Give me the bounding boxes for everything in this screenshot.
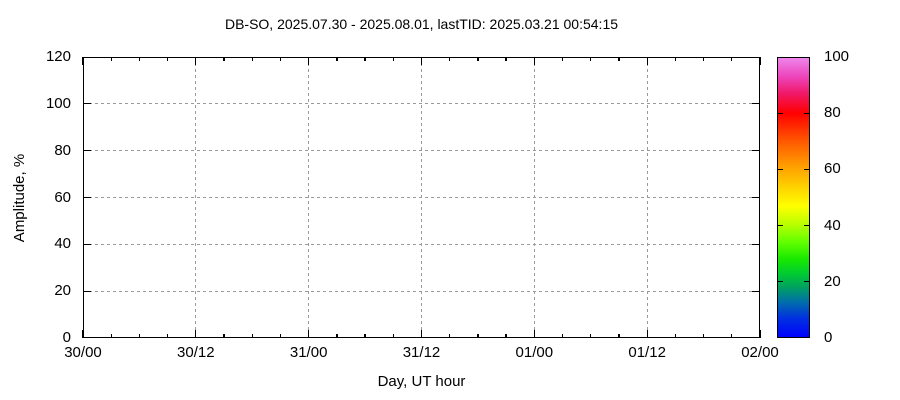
x-tick-minor: [251, 57, 253, 61]
x-tick-label: 30/00: [64, 344, 102, 361]
x-tick-minor: [702, 334, 705, 338]
x-tick-minor: [110, 57, 112, 61]
x-tick-minor: [364, 57, 366, 61]
x-tick-label: 31/00: [289, 344, 328, 361]
x-tick-label: 01/00: [515, 344, 554, 361]
x-tick-major: [420, 330, 423, 338]
colorbar-tick-label: 40: [824, 216, 841, 234]
y-tick-label: 40: [54, 235, 71, 253]
x-tick-minor: [166, 334, 169, 338]
x-tick-minor: [618, 57, 620, 61]
x-tick-major: [420, 57, 423, 65]
y-tick-major: [752, 243, 760, 245]
x-tick-minor: [590, 57, 592, 61]
x-tick-minor: [449, 57, 451, 61]
colorbar-tick: [804, 168, 810, 171]
colorbar-tick: [804, 224, 810, 227]
y-tick-label: 20: [54, 282, 71, 300]
y-tick-major: [752, 103, 760, 105]
x-tick-minor: [392, 57, 394, 61]
grid-line-horizontal: [83, 150, 760, 152]
y-tick-label: 60: [54, 188, 71, 206]
y-tick-major: [83, 196, 91, 199]
grid-line-horizontal: [83, 290, 760, 292]
x-tick-minor: [702, 57, 705, 61]
y-tick-label: 100: [45, 94, 71, 112]
colorbar: [777, 57, 810, 338]
x-tick-major: [533, 330, 535, 338]
x-tick-minor: [223, 334, 225, 338]
y-tick-major: [83, 243, 91, 245]
x-tick-minor: [590, 334, 592, 338]
x-tick-label: 31/12: [402, 344, 441, 361]
x-tick-minor: [279, 334, 282, 338]
grid-line-horizontal: [83, 103, 760, 105]
x-tick-minor: [561, 57, 564, 61]
colorbar-tick-label: 20: [824, 272, 841, 290]
x-tick-minor: [561, 334, 564, 338]
colorbar-tick-label: 0: [824, 329, 833, 346]
x-tick-major: [646, 330, 648, 338]
colorbar-tick: [777, 168, 783, 171]
x-tick-minor: [618, 334, 620, 338]
chart-title: DB-SO, 2025.07.30 - 2025.08.01, lastTID:…: [224, 16, 619, 32]
x-tick-minor: [110, 334, 112, 338]
colorbar-border: [777, 57, 810, 338]
x-tick-minor: [477, 334, 479, 338]
x-tick-minor: [336, 334, 338, 338]
y-tick-label: 80: [54, 141, 71, 159]
x-tick-major: [195, 330, 197, 338]
x-tick-minor: [223, 57, 225, 61]
colorbar-tick: [777, 112, 783, 114]
x-tick-label: 30/12: [177, 344, 215, 361]
colorbar-tick: [777, 281, 783, 283]
y-tick-label: 120: [45, 48, 71, 65]
x-tick-label: 02/00: [741, 344, 779, 361]
grid-line-horizontal: [83, 197, 760, 198]
x-tick-minor: [505, 334, 507, 338]
x-tick-major: [308, 330, 310, 338]
x-tick-major: [533, 57, 535, 65]
y-tick-major: [752, 290, 760, 292]
colorbar-tick: [777, 224, 783, 227]
x-tick-minor: [505, 57, 507, 61]
colorbar-tick-label: 60: [824, 160, 841, 178]
colorbar-tick: [804, 281, 810, 283]
x-tick-major: [759, 330, 761, 338]
plot-area: [82, 57, 761, 338]
x-tick-minor: [449, 334, 451, 338]
x-tick-minor: [674, 334, 677, 338]
x-tick-minor: [731, 57, 733, 61]
x-tick-minor: [138, 57, 141, 61]
x-tick-minor: [251, 334, 253, 338]
y-tick-major: [83, 103, 91, 105]
x-tick-minor: [674, 57, 677, 61]
colorbar-tick-label: 100: [824, 48, 850, 65]
x-tick-minor: [336, 57, 338, 61]
x-tick-minor: [477, 57, 479, 61]
colorbar-tick-label: 80: [824, 104, 841, 122]
x-tick-major: [195, 57, 197, 65]
x-tick-minor: [138, 334, 141, 338]
y-tick-major: [83, 150, 91, 152]
y-tick-major: [752, 150, 760, 152]
x-tick-major: [308, 57, 310, 65]
y-tick-major: [752, 196, 760, 199]
x-tick-minor: [166, 57, 169, 61]
x-tick-label: 01/12: [628, 344, 666, 361]
y-tick-label: 0: [62, 329, 71, 346]
x-axis-title: Day, UT hour: [377, 373, 466, 390]
x-tick-minor: [279, 57, 282, 61]
x-tick-major: [646, 57, 648, 65]
x-tick-minor: [364, 334, 366, 338]
x-tick-major: [82, 330, 84, 338]
y-tick-major: [83, 290, 91, 292]
x-tick-minor: [731, 334, 733, 338]
x-tick-minor: [392, 334, 394, 338]
grid-line-horizontal: [83, 243, 760, 245]
colorbar-tick: [804, 112, 810, 114]
x-tick-major: [82, 57, 84, 65]
x-tick-major: [759, 57, 761, 65]
